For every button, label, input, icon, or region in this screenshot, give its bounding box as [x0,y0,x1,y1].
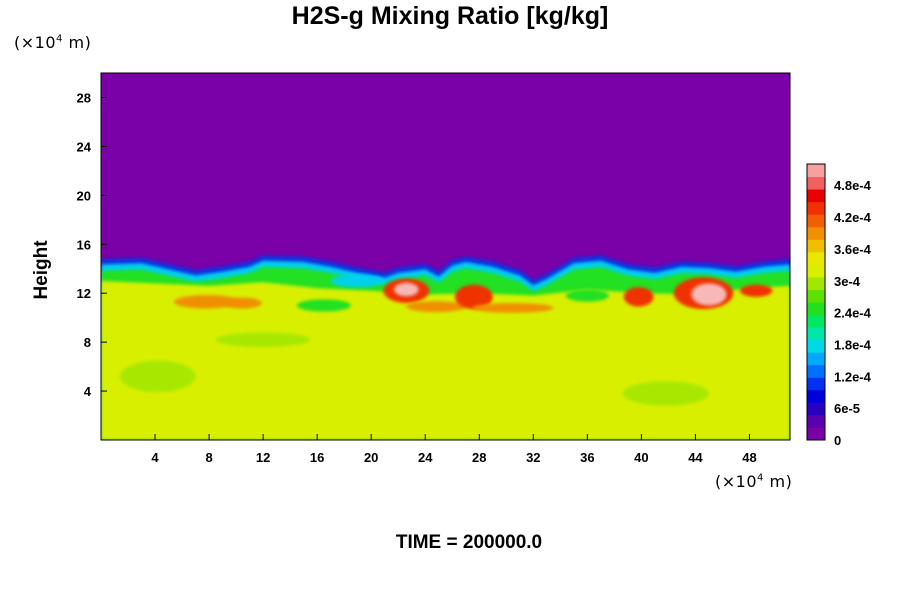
field-patch-7 [472,302,554,313]
colorbar-segment-18 [807,201,825,215]
field-patch-0 [173,295,239,309]
colorbar-segment-5 [807,364,825,378]
y-axis-ticks: 4 8 12 16 20 24 28 [77,90,107,399]
y-tick-label-6: 28 [77,90,91,105]
field-patch-1 [223,297,262,309]
y-tick-label-0: 4 [84,384,92,399]
y-tick-label-3: 16 [77,237,91,252]
y-tick-label-1: 8 [84,335,91,350]
x-axis-ticks: 4 8 12 16 20 24 28 32 36 40 44 48 [151,434,757,465]
y-axis-unit: (×104 m) [14,33,92,52]
x-tick-label-6: 28 [472,450,486,465]
colorbar-tick-label-2: 1.2e-4 [834,369,872,384]
x-tick-label-0: 4 [151,450,159,465]
colorbar-segment-7 [807,339,825,353]
chart-title: H2S-g Mixing Ratio [kg/kg] [291,2,609,30]
field-patch-11 [740,284,773,297]
colorbar: 0 6e-5 1.2e-4 1.8e-4 2.4e-4 3e-4 3.6e-4 4.2e-4 4… [806,163,872,448]
colorbar-segment-14 [807,251,825,265]
colorbar-segment-0 [807,427,825,441]
colorbar-tick-label-6: 3.6e-4 [834,242,872,257]
field-patch-10 [691,283,727,306]
y-tick-label-5: 24 [77,139,92,154]
field-patch-6 [454,284,493,310]
field-patch-4 [394,282,419,297]
colorbar-tick-label-7: 4.2e-4 [834,210,872,225]
x-tick-label-11: 48 [742,450,756,465]
x-tick-label-2: 12 [256,450,270,465]
time-label: TIME = 200000.0 [395,532,543,553]
colorbar-segment-1 [807,414,825,428]
x-tick-label-9: 40 [634,450,648,465]
field-patch-16 [215,332,311,348]
colorbar-tick-label-0: 0 [834,433,841,448]
colorbar-tick-label-1: 6e-5 [834,401,860,416]
field-patch-12 [565,289,609,302]
field-patch-15 [622,381,709,406]
colorbar-tick-label-8: 4.8e-4 [834,178,872,193]
colorbar-tick-label-3: 1.8e-4 [834,337,872,352]
colorbar-segment-19 [807,189,825,203]
colorbar-segment-2 [807,402,825,416]
x-tick-label-1: 8 [205,450,212,465]
colorbar-segment-16 [807,226,825,240]
colorbar-segment-12 [807,276,825,290]
colorbar-segment-21 [807,164,825,178]
colorbar-segment-15 [807,239,825,253]
colorbar-segment-3 [807,389,825,403]
lower-transition [101,280,790,440]
colorbar-segment-4 [807,377,825,391]
colorbar-segment-13 [807,264,825,278]
plot-area [101,73,790,440]
field-patch-8 [623,287,654,307]
colorbar-segment-10 [807,302,825,316]
x-tick-label-10: 44 [688,450,703,465]
colorbar-tick-label-5: 3e-4 [834,274,861,289]
y-tick-label-4: 20 [77,188,91,203]
field-patch-14 [119,360,196,393]
colorbar-segment-6 [807,352,825,366]
x-axis-unit: (×104 m) [715,472,793,491]
field-patch-5 [406,301,466,313]
x-tick-label-3: 16 [310,450,324,465]
colorbar-segment-11 [807,289,825,303]
colorbar-segment-9 [807,314,825,328]
x-tick-label-8: 36 [580,450,594,465]
x-tick-label-4: 20 [364,450,378,465]
field-patch-13 [330,274,385,288]
colorbar-segment-17 [807,214,825,228]
colorbar-segment-20 [807,176,825,190]
y-tick-label-2: 12 [77,286,91,301]
plot-frame [100,72,791,441]
field-patch-2 [296,299,351,312]
colorbar-frame [806,163,826,441]
colorbar-tick-label-4: 2.4e-4 [834,306,872,321]
colorbar-segment-8 [807,327,825,341]
x-tick-label-7: 32 [526,450,540,465]
x-tick-label-5: 24 [418,450,433,465]
